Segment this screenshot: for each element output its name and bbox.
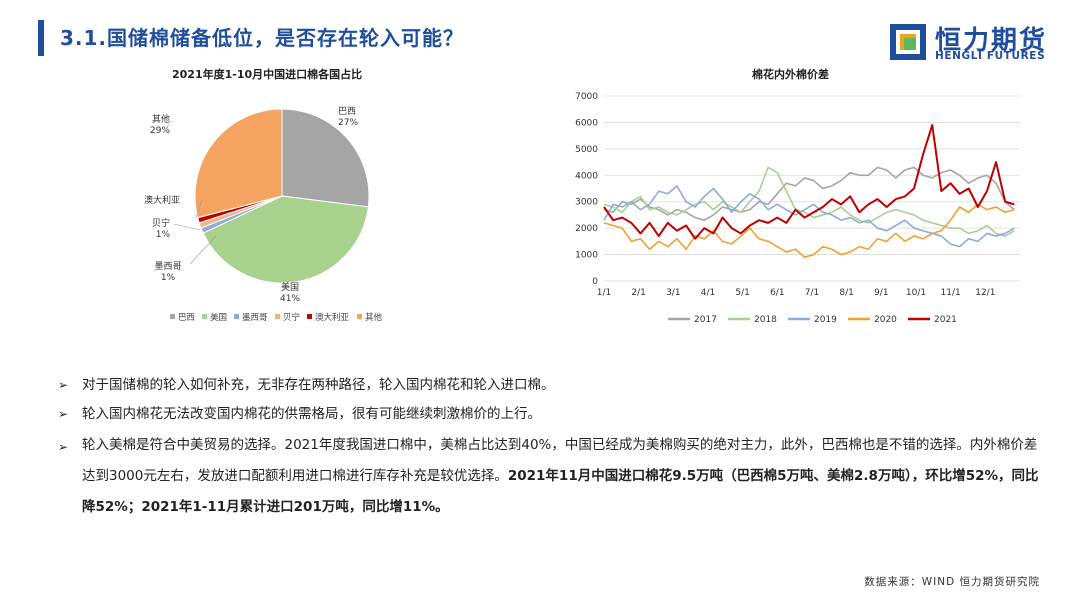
pie-slice-value-label: 29% [150,126,170,136]
pie-legend-swatch [170,314,175,319]
pie-slice-label: 其他 [152,113,170,125]
pie-legend-swatch [234,314,239,319]
bullet-text: 轮入美棉是符合中美贸易的选择。2021年度我国进口棉中，美棉占比达到40%，中国… [82,437,1038,484]
pie-legend-label: 澳大利亚 [315,312,350,323]
x-tick-label: 7/1 [805,288,819,298]
line-legend-label: 2018 [754,315,777,325]
pie-slice-0 [281,108,370,208]
pie-legend-label: 巴西 [178,313,195,323]
y-tick-label: 7000 [575,92,598,102]
bullet-item: ➢ 轮入美棉是符合中美贸易的选择。2021年度我国进口棉中，美棉占比达到40%，… [58,430,1048,523]
y-tick-label: 4000 [575,171,598,181]
x-tick-label: 11/1 [941,288,961,298]
title-accent-bar [38,20,44,56]
logo-text-en: HENGLI FUTURES [935,50,1046,62]
pie-leader-line [195,199,203,219]
line-legend-label: 2017 [694,315,717,325]
x-tick-label: 3/1 [666,288,680,298]
bullet-text: 对于国储棉的轮入如何补充，无非存在两种路径，轮入国内棉花和轮入进口棉。 [82,377,555,393]
line-legend-label: 2019 [814,315,837,325]
bullet-text: 轮入国内棉花无法改变国内棉花的供需格局，很有可能继续刺激棉价的上行。 [82,406,541,422]
pie-legend-label: 美国 [210,312,227,323]
pie-chart-title: 2021年度1-10月中国进口棉各国占比 [172,68,363,81]
pie-slice-label: 贝宁 [152,217,170,229]
x-tick-label: 1/1 [597,288,611,298]
series-line-2019 [603,185,1015,248]
pie-legend-swatch [202,314,207,319]
slide-title: 3.1.国储棉储备低位，是否存在轮入可能？ [60,26,465,50]
x-tick-label: 10/1 [906,288,926,298]
x-tick-label: 2/1 [631,288,645,298]
pie-slice-5 [194,108,283,219]
y-tick-label: 2000 [575,224,598,234]
line-chart: 0 1000 2000 3000 4000 5000 6000 7000 1/1 2/1 3/1 4/… [575,92,1020,325]
pie-slice-label: 巴西 [338,106,356,117]
x-tick-label: 12/1 [975,288,995,298]
x-tick-label: 5/1 [735,288,749,298]
x-tick-label: 8/1 [839,288,853,298]
x-tick-label: 6/1 [770,288,784,298]
pie-leader-line [173,223,201,231]
pie-leader-line [189,235,217,265]
logo-mark-icon [890,24,926,60]
y-tick-label: 3000 [575,198,598,208]
logo-text-cn: 恒力期货 [935,26,1048,56]
pie-legend-label: 其他 [365,312,383,323]
pie-legend-swatch [357,314,362,319]
y-tick-label: 6000 [575,118,598,128]
pie-legend-swatch [275,314,280,319]
pie-slice-value-label: 1% [156,230,171,240]
data-source-note: 数据来源：WIND 恒力期货研究院 [864,576,1040,588]
y-tick-label: 1000 [575,251,598,261]
pie-slice-label: 墨西哥 [154,261,181,272]
bullet-item: ➢ 对于国储棉的轮入如何补充，无非存在两种路径，轮入国内棉花和轮入进口棉。 [58,372,1048,398]
y-tick-label: 0 [592,277,598,287]
arrow-bullet-icon: ➢ [58,378,69,392]
bullet-item: ➢ 轮入国内棉花无法改变国内棉花的供需格局，很有可能继续刺激棉价的上行。 [58,401,1048,427]
bullet-list: ➢ 对于国储棉的轮入如何补充，无非存在两种路径，轮入国内棉花和轮入进口棉。 ➢ … [58,372,1048,523]
arrow-bullet-icon: ➢ [58,440,69,454]
bullet-text-bold: 2021年11月中国进口棉花9.5万吨（巴西棉5万吨、美棉2.8万吨），环比增5… [82,468,1039,515]
pie-legend-swatch [307,314,312,319]
arrow-bullet-icon: ➢ [58,407,69,421]
x-tick-label: 9/1 [874,288,888,298]
pie-slice-1 [202,195,369,284]
pie-legend-label: 墨西哥 [242,313,268,323]
pie-slice-value-label: 41% [280,294,300,304]
y-tick-label: 5000 [575,145,598,155]
series-line-2020 [603,203,1015,259]
pie-slice-value-label: 27% [338,118,358,128]
pie-slice-value-label: 1% [161,273,176,283]
series-line-2021 [603,124,1015,240]
line-legend-label: 2021 [934,315,957,325]
pie-legend-label: 贝宁 [283,312,300,323]
company-logo: 恒力期货 HENGLI FUTURES [888,22,1058,64]
line-legend-label: 2020 [874,315,897,325]
line-chart-title: 棉花内外棉价差 [752,68,829,81]
x-tick-label: 4/1 [701,288,715,298]
series-line-2017 [603,166,1015,222]
pie-slice-label: 美国 [281,281,299,293]
pie-slice-label: 澳大利亚 [144,194,180,206]
